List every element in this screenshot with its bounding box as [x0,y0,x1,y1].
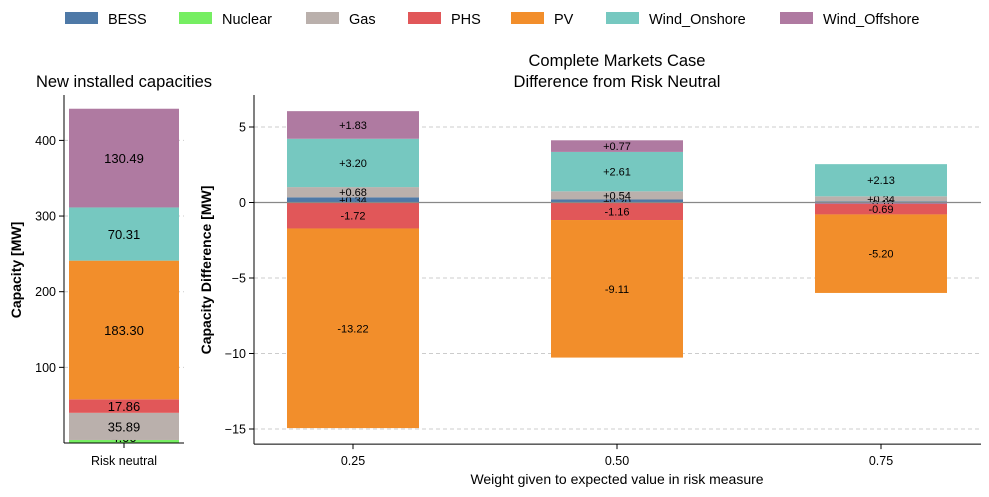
data-label: -13.22 [337,323,368,335]
data-label: +1.83 [339,120,367,132]
bar-segment-gas [815,196,947,202]
y-tick-label: 100 [35,361,56,375]
legend-label: PHS [451,12,481,28]
bar-segment-wind-offshore [69,108,179,208]
data-label: +0.54 [603,190,631,202]
legend-item-wind-onshore: Wind_Onshore [606,12,746,28]
bar-segment-gas [287,187,419,198]
bar-segment-wind-onshore [551,151,683,192]
bar-segment-wind-onshore [287,138,419,188]
y-tick-label: 0 [239,196,246,210]
data-label: -0.69 [868,204,893,216]
data-label: -1.72 [340,210,365,222]
left-y-axis-label: Capacity [MW] [8,222,24,318]
data-label: -9.11 [605,284,629,296]
data-label: +2.61 [603,167,631,179]
legend-swatch [65,12,98,24]
data-label: +3.20 [339,158,367,170]
bar-segment-pv [815,214,947,293]
legend-label: Wind_Offshore [823,12,919,28]
y-tick-label: −10 [225,347,246,361]
bar-segment-wind-offshore [287,111,419,139]
bar-segment-phs [551,202,683,221]
bar-segment-wind-onshore [69,207,179,261]
data-label: 183.30 [104,323,144,338]
legend-item-bess: BESS [65,12,147,28]
y-tick-label: 300 [35,210,56,224]
left-chart: New installed capacities Capacity [MW] 1… [8,73,212,468]
bar-segment-phs [69,399,179,413]
legend-label: Wind_Onshore [649,12,746,28]
bar-segment-pv [551,220,683,358]
legend-label: Nuclear [222,12,272,28]
bar-segment-gas [551,191,683,200]
data-label: +0.77 [603,141,631,153]
x-tick-label: 0.75 [869,454,893,468]
bar-segment-bess [551,199,683,203]
y-tick-label: 5 [239,121,246,135]
right-x-axis-label: Weight given to expected value in risk m… [470,471,763,487]
bar-segment-wind-offshore [551,140,683,152]
bar-segment-wind-offshore [815,202,947,205]
right-y-axis-label: Capacity Difference [MW] [198,186,214,355]
left-chart-title: New installed capacities [36,73,212,91]
legend-item-phs: PHS [408,12,481,28]
data-label: 70.31 [108,227,141,242]
legend-item-nuclear: Nuclear [179,12,272,28]
legend-swatch [179,12,212,24]
legend-swatch [306,12,339,24]
legend-label: BESS [108,12,147,28]
y-tick-label: −5 [232,272,246,286]
bar-segment-gas [69,412,179,440]
legend-swatch [511,12,544,24]
legend-label: Gas [349,12,376,28]
legend-label: PV [554,12,574,28]
data-label: -1.16 [604,206,629,218]
y-tick-label: −15 [225,423,246,437]
data-label: -5.20 [868,249,893,261]
legend-swatch [408,12,441,24]
data-label: 130.49 [104,151,144,166]
legend-swatch [780,12,813,24]
data-label: 35.89 [108,419,141,434]
legend-item-pv: PV [511,12,574,28]
x-tick-label: 0.50 [605,454,629,468]
bar-segment-bess [287,197,419,203]
x-tick-label: 0.25 [341,454,365,468]
legend-item-gas: Gas [306,12,376,28]
data-label: +2.13 [867,175,895,187]
legend: BESS Nuclear Gas PHS PV Wind_Onshore Wind_Offs… [65,12,919,28]
x-tick-label: Risk neutral [91,454,157,468]
bar-segment-nuclear [69,439,179,443]
bar-segment-pv [287,228,419,429]
data-label: 17.86 [108,399,141,414]
y-tick-label: 400 [35,134,56,148]
bar-segment-phs [287,202,419,229]
bar-segment-wind-onshore [815,164,947,197]
bar-segment-pv [69,260,179,400]
legend-swatch [606,12,639,24]
legend-item-wind-offshore: Wind_Offshore [780,12,919,28]
data-label: +0.68 [339,187,367,199]
right-chart-title: Complete Markets Case [529,52,706,70]
y-tick-label: 200 [35,285,56,299]
right-chart: Complete Markets Case Difference from Ri… [198,52,981,487]
right-chart-subtitle: Difference from Risk Neutral [514,73,721,91]
bar-segment-phs [815,204,947,215]
